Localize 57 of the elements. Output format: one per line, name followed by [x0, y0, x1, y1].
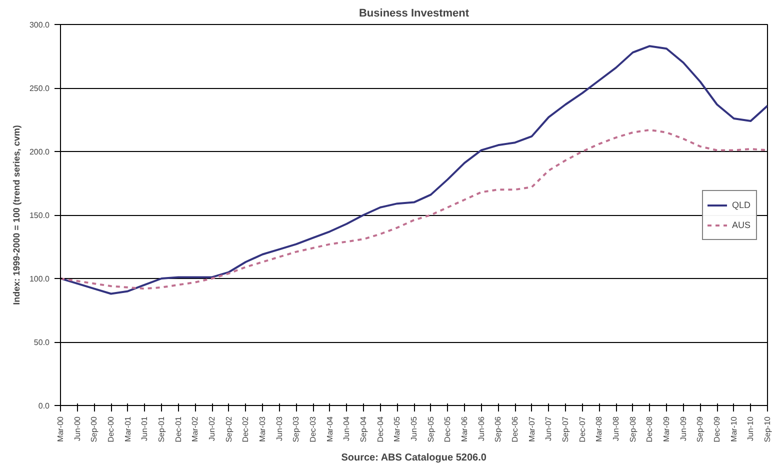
x-tick-label: Jun-01	[140, 416, 150, 441]
y-tick-label: 200.0	[29, 148, 50, 156]
y-tick-label: 0.0	[38, 402, 50, 410]
x-tick-label: Jun-10	[746, 416, 756, 441]
x-tick-label: Mar-10	[729, 416, 738, 442]
x-tick-label: Mar-00	[56, 416, 65, 442]
y-axis-title: Index: 1999-2000 = 100 (trend series, cvm)	[11, 125, 22, 305]
x-tick-label: Dec-09	[712, 416, 722, 442]
x-tick-label: Sep-01	[157, 416, 166, 442]
x-tick-label: Jun-04	[342, 416, 352, 441]
y-tick-label: 150.0	[29, 211, 50, 220]
x-tick-label: Sep-09	[696, 416, 705, 442]
line-series	[60, 128, 768, 290]
y-tick-label: 300.0	[29, 20, 50, 30]
x-tick-label: Sep-00	[90, 416, 99, 442]
y-tick-label: 250.0	[29, 84, 50, 93]
source-note: Source: ABS Catalogue 5206.0	[341, 452, 487, 464]
x-tick-label: Sep-07	[561, 416, 570, 442]
y-tick-label: 50.0	[34, 338, 50, 347]
x-tick-label: Jun-05	[410, 416, 418, 441]
x-tick-label: Dec-04	[376, 416, 385, 442]
x-tick-label: Mar-03	[258, 416, 267, 442]
x-tick-label: Sep-10	[763, 416, 772, 442]
legend-label: AUS	[732, 220, 752, 230]
x-tick-label: Jun-07	[544, 416, 554, 441]
y-tick-label: 100.0	[29, 274, 50, 284]
x-tick-label: Dec-00	[106, 416, 116, 442]
x-tick-label: Mar-04	[325, 416, 334, 442]
x-tick-label: Mar-07	[527, 416, 536, 442]
x-tick-label: Dec-01	[174, 416, 183, 442]
x-tick-label: Jun-09	[678, 416, 688, 441]
x-tick-label: Sep-04	[359, 416, 368, 442]
x-tick-label: Sep-05	[426, 416, 436, 442]
x-tick-label: Mar-05	[392, 416, 402, 442]
x-tick-label: Sep-03	[292, 416, 301, 442]
x-tick-label: Jun-02	[208, 416, 216, 441]
x-tick-label: Dec-03	[308, 416, 318, 442]
line-series	[60, 45, 768, 295]
x-tick-label: Dec-07	[578, 416, 587, 442]
x-tick-label: Jun-03	[274, 416, 284, 441]
x-tick-label: Mar-02	[190, 416, 200, 442]
legend-label: QLD	[732, 200, 752, 210]
x-tick-label: Mar-06	[460, 416, 469, 442]
chart-title: Business Investment	[358, 8, 470, 20]
x-tick-label: Jun-08	[612, 416, 620, 441]
x-tick-label: Jun-06	[476, 416, 486, 441]
x-tick-label: Mar-09	[662, 416, 671, 442]
x-tick-label: Dec-05	[443, 416, 452, 442]
x-tick-label: Mar-01	[123, 416, 132, 442]
x-tick-label: Sep-02	[224, 416, 234, 442]
x-tick-label: Dec-08	[645, 416, 654, 442]
x-tick-label: Mar-08	[594, 416, 604, 442]
x-tick-label: Sep-06	[494, 416, 503, 442]
x-tick-label: Sep-08	[628, 416, 638, 442]
x-tick-label: Jun-00	[72, 416, 82, 441]
x-tick-label: Dec-06	[510, 416, 520, 442]
x-tick-label: Dec-02	[241, 416, 250, 442]
